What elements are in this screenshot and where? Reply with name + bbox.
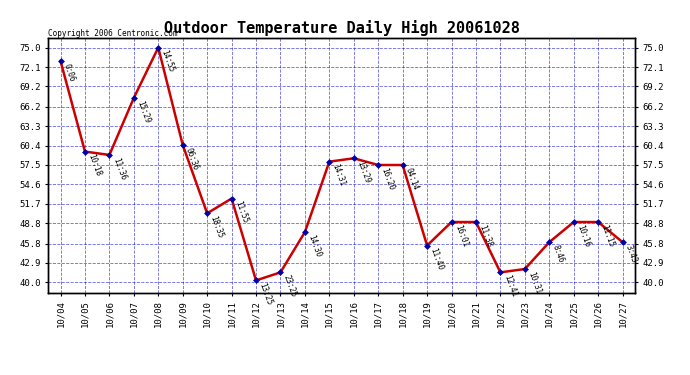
Title: Outdoor Temperature Daily High 20061028: Outdoor Temperature Daily High 20061028 <box>164 20 520 36</box>
Text: 13:25: 13:25 <box>257 282 274 307</box>
Text: 8:46: 8:46 <box>551 243 565 264</box>
Text: 3:43: 3:43 <box>624 243 639 264</box>
Text: 10:31: 10:31 <box>526 270 542 295</box>
Text: 23:25: 23:25 <box>282 274 298 298</box>
Text: 14:30: 14:30 <box>306 234 323 258</box>
Text: 04:14: 04:14 <box>404 166 420 191</box>
Text: 12:41: 12:41 <box>502 274 518 298</box>
Text: 15:29: 15:29 <box>135 99 152 124</box>
Text: 11:36: 11:36 <box>111 156 127 181</box>
Text: 06:36: 06:36 <box>184 146 201 171</box>
Text: 14:55: 14:55 <box>159 49 176 74</box>
Text: 11:40: 11:40 <box>428 247 445 272</box>
Text: 16:20: 16:20 <box>380 166 396 191</box>
Text: 13:29: 13:29 <box>355 160 371 184</box>
Text: 16:01: 16:01 <box>453 224 469 248</box>
Text: 10:18: 10:18 <box>86 153 103 178</box>
Text: 11:55: 11:55 <box>233 200 249 225</box>
Text: 0:06: 0:06 <box>62 62 77 83</box>
Text: 18:35: 18:35 <box>208 215 225 240</box>
Text: 10:16: 10:16 <box>575 224 591 248</box>
Text: 11:38: 11:38 <box>477 224 494 248</box>
Text: 11:15: 11:15 <box>600 224 616 248</box>
Text: 14:31: 14:31 <box>331 163 347 188</box>
Text: Copyright 2006 Centronic.com: Copyright 2006 Centronic.com <box>48 28 178 38</box>
